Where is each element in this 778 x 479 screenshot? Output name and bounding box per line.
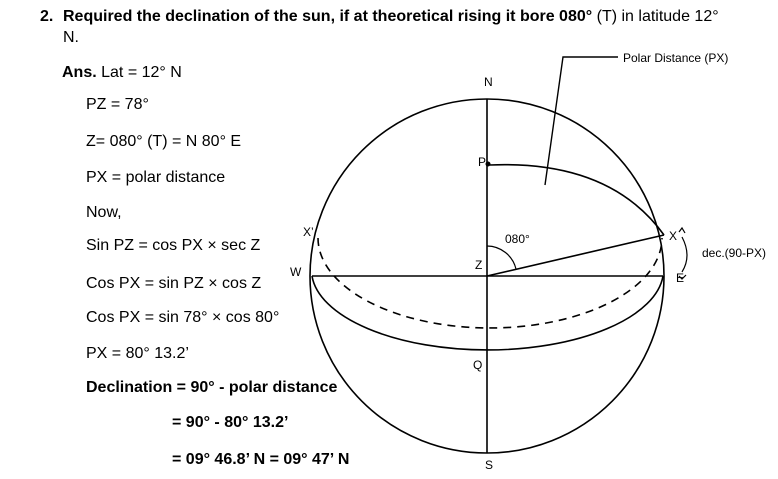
answer-line: Cos PX = sin 78° × cos 80° bbox=[86, 309, 280, 326]
answer-line: PX = polar distance bbox=[86, 169, 226, 186]
result-line: Declination = 90° - polar distance bbox=[86, 379, 338, 396]
label-n: N bbox=[484, 75, 493, 89]
label-e: E bbox=[676, 271, 684, 285]
label-w: W bbox=[290, 265, 302, 279]
label-s: S bbox=[485, 458, 493, 472]
answer-line: Sin PZ = cos PX × sec Z bbox=[86, 237, 261, 254]
label-declination: dec.(90-PX) bbox=[702, 246, 766, 260]
question-number: 2. bbox=[40, 8, 54, 25]
label-x-prime: X’ bbox=[303, 225, 314, 239]
label-x: X bbox=[669, 229, 677, 243]
answer-line: PZ = 78° bbox=[86, 96, 149, 113]
label-z: Z bbox=[475, 258, 482, 272]
answer-label: Ans. bbox=[62, 64, 97, 81]
answer-line: PX = 80° 13.2’ bbox=[86, 345, 189, 362]
question-normal: (T) in latitude 12° bbox=[596, 8, 719, 25]
label-q: Q bbox=[473, 358, 482, 372]
answer-line: Cos PX = sin PZ × cos Z bbox=[86, 275, 262, 292]
label-angle: 080° bbox=[505, 232, 530, 246]
point-p bbox=[485, 161, 491, 167]
answer-first-line: Ans. Lat = 12° N bbox=[62, 63, 182, 83]
answer-line: Z= 080° (T) = N 80° E bbox=[86, 133, 242, 150]
question-bold: Required the declination of the sun, if … bbox=[63, 8, 593, 25]
answer-line: Now, bbox=[86, 204, 122, 221]
label-polar-distance: Polar Distance (PX) bbox=[623, 51, 728, 65]
question-continuation: N. bbox=[63, 29, 79, 46]
label-p: P bbox=[478, 155, 486, 169]
answer-line: Lat = 12° N bbox=[101, 64, 182, 81]
result-line: = 09° 46.8’ N = 09° 47’ N bbox=[172, 451, 350, 468]
question-text: Required the declination of the sun, if … bbox=[63, 7, 719, 27]
result-line: = 90° - 80° 13.2’ bbox=[172, 414, 289, 431]
